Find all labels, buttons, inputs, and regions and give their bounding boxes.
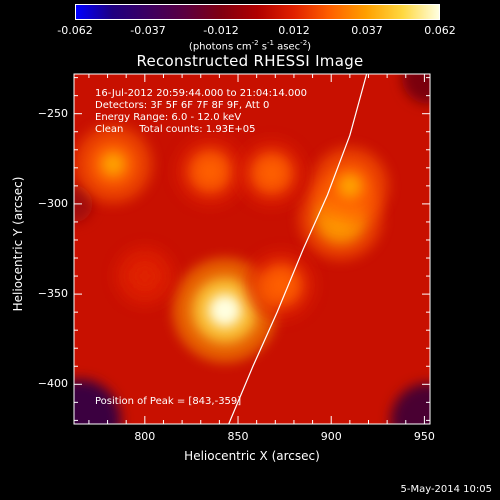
x-tick-label: 950 <box>413 430 435 443</box>
y-tick-label: −400 <box>37 377 68 391</box>
info-clean-counts: Clean Total counts: 1.93E+05 <box>95 124 256 135</box>
colorbar-units: (photons cm-2 s-1 asec-2) <box>188 39 312 53</box>
info-time-range: 16-Jul-2012 20:59:44.000 to 21:04:14.000 <box>95 88 307 99</box>
y-tick-label: −300 <box>37 196 68 210</box>
info-energy-range: Energy Range: 6.0 - 12.0 keV <box>95 112 242 123</box>
colorbar-tick-label: -0.012 <box>203 24 239 37</box>
y-axis-label: Heliocentric Y (arcsec) <box>11 176 25 312</box>
y-tick-label: −250 <box>37 106 68 120</box>
heatmap-image <box>74 74 430 424</box>
axis-ticks <box>74 74 430 424</box>
footer-date: 5-May-2014 10:05 <box>400 484 492 495</box>
heatmap-low-region <box>390 383 430 424</box>
y-tick-label: −350 <box>37 287 68 301</box>
peak-position: Position of Peak = [843,-359] <box>95 396 242 407</box>
x-axis-label: Heliocentric X (arcsec) <box>184 449 320 463</box>
emission-source <box>134 266 155 286</box>
emission-source <box>208 293 242 327</box>
colorbar <box>75 4 440 20</box>
x-tick-label: 850 <box>227 430 249 443</box>
emission-source <box>337 173 363 199</box>
emission-source <box>100 151 126 177</box>
emission-source <box>198 160 222 183</box>
colorbar-tick-label: -0.062 <box>57 24 93 37</box>
heatmap-low-region <box>74 185 93 223</box>
heatmap-low-region <box>74 379 121 424</box>
plot-frame <box>73 73 431 425</box>
x-tick-label: 800 <box>134 430 156 443</box>
heatmap-low-region <box>402 74 430 104</box>
emission-source <box>260 162 283 185</box>
colorbar-tick-label: 0.037 <box>351 24 383 37</box>
colorbar-tick-label: 0.062 <box>424 24 456 37</box>
chart-title: Reconstructed RHESSI Image <box>136 52 364 70</box>
info-detectors: Detectors: 3F 5F 6F 7F 8F 9F, Att 0 <box>95 100 270 111</box>
colorbar-tick-label: 0.012 <box>278 24 310 37</box>
colorbar-tick-label: -0.037 <box>130 24 166 37</box>
x-tick-label: 900 <box>320 430 342 443</box>
solar-limb-curve <box>228 74 368 424</box>
